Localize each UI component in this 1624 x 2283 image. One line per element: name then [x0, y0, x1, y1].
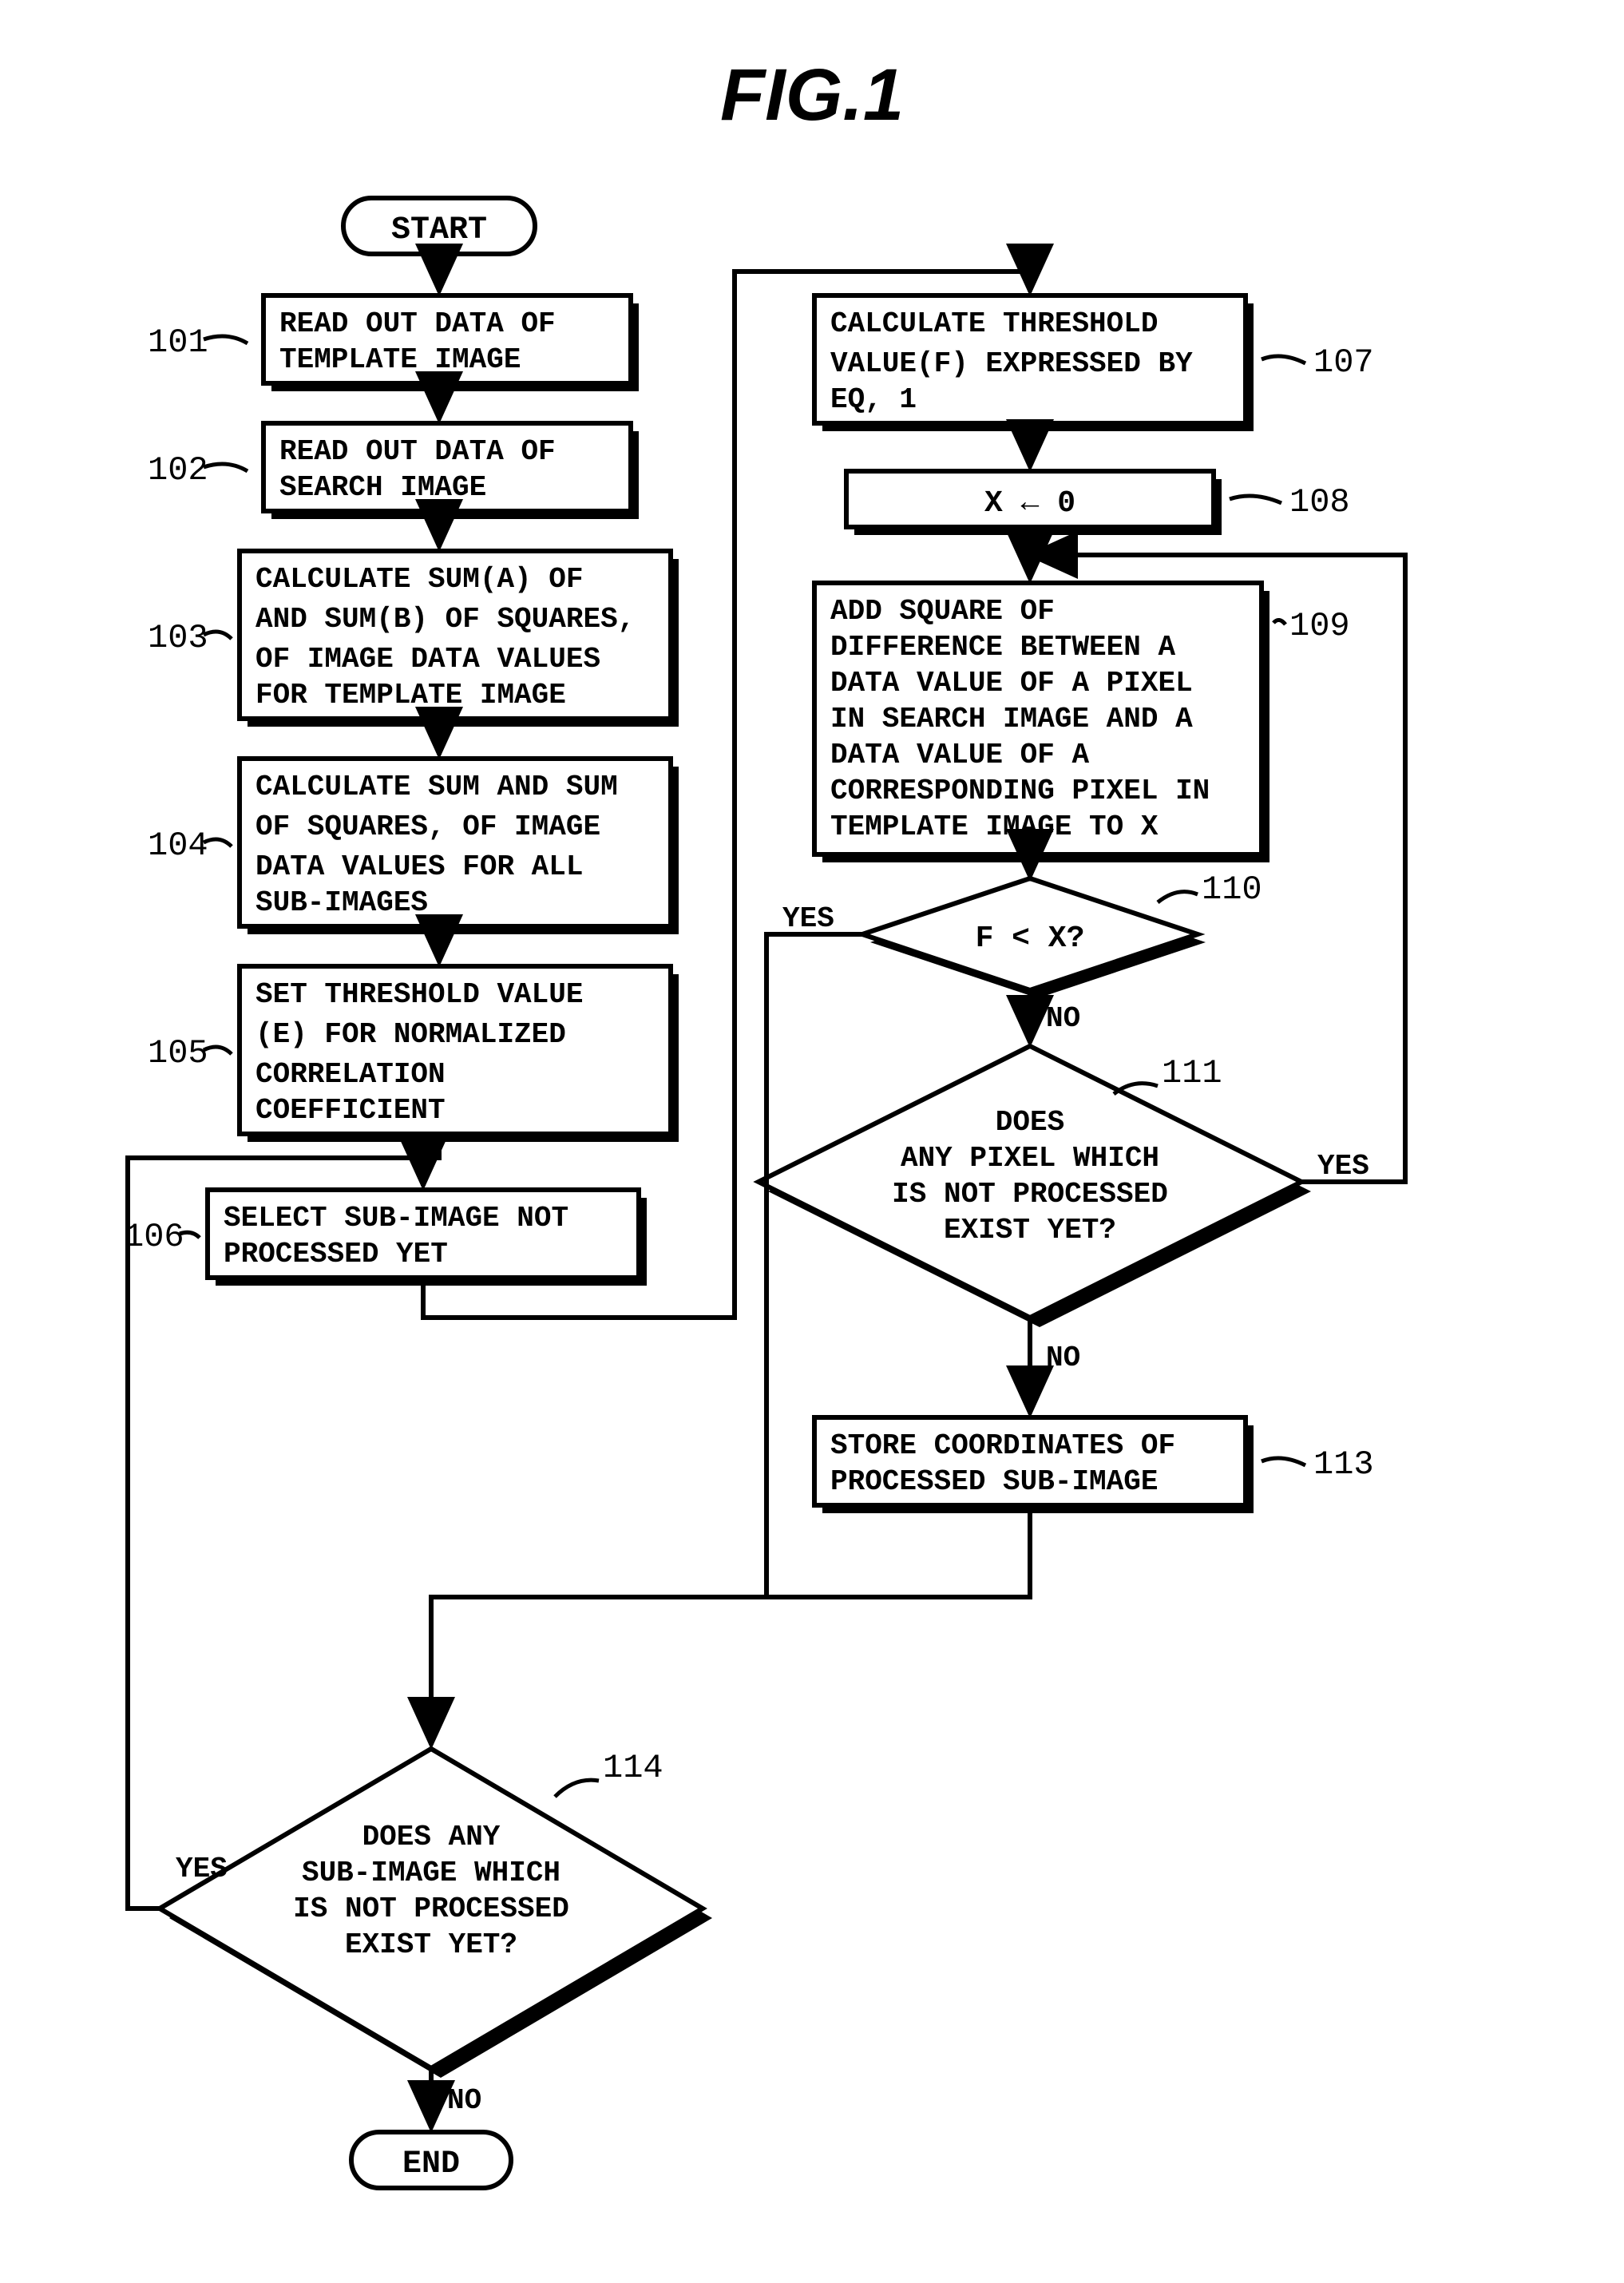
decision-diamond-114: DOES ANY SUB-IMAGE WHICH IS NOT PROCESSE…: [160, 1749, 712, 2078]
edge-113-merge: [431, 1505, 1030, 1745]
process-box-109: ADD SQUARE OF DIFFERENCE BETWEEN A DATA …: [814, 583, 1269, 862]
svg-text:SET THRESHOLD VALUE: SET THRESHOLD VALUE: [255, 978, 583, 1011]
process-box-103: CALCULATE SUM(A) OF AND SUM(B) OF SQUARE…: [240, 551, 679, 727]
svg-text:OF SQUARES, OF IMAGE: OF SQUARES, OF IMAGE: [255, 811, 600, 843]
svg-text:X ← 0: X ← 0: [984, 486, 1075, 521]
svg-text:END: END: [402, 2146, 460, 2182]
process-box-101: READ OUT DATA OF TEMPLATE IMAGE: [263, 295, 639, 391]
ref-label-103: 103: [148, 619, 208, 657]
svg-text:DATA VALUE OF A PIXEL: DATA VALUE OF A PIXEL: [830, 667, 1193, 700]
svg-text:TEMPLATE IMAGE: TEMPLATE IMAGE: [279, 343, 521, 376]
ref-label-111: 111: [1162, 1054, 1222, 1092]
process-box-106: SELECT SUB-IMAGE NOT PROCESSED YET: [208, 1190, 647, 1286]
label-yes-111: YES: [1317, 1150, 1369, 1183]
process-box-105: SET THRESHOLD VALUE (E) FOR NORMALIZED C…: [240, 966, 679, 1142]
svg-text:SEARCH IMAGE: SEARCH IMAGE: [279, 471, 486, 504]
svg-text:EXIST YET?: EXIST YET?: [345, 1928, 517, 1961]
label-no-110: NO: [1046, 1002, 1080, 1035]
svg-text:DATA VALUE OF A: DATA VALUE OF A: [830, 739, 1089, 771]
svg-text:ANY PIXEL WHICH: ANY PIXEL WHICH: [901, 1142, 1159, 1175]
svg-text:CALCULATE THRESHOLD: CALCULATE THRESHOLD: [830, 307, 1158, 340]
process-box-102: READ OUT DATA OF SEARCH IMAGE: [263, 423, 639, 519]
svg-text:SUB-IMAGES: SUB-IMAGES: [255, 886, 428, 919]
terminal-start: START: [343, 198, 535, 254]
svg-text:CORRESPONDING PIXEL IN: CORRESPONDING PIXEL IN: [830, 775, 1210, 807]
svg-text:CORRELATION: CORRELATION: [255, 1058, 446, 1091]
label-yes-114: YES: [176, 1853, 228, 1885]
svg-text:PROCESSED YET: PROCESSED YET: [224, 1238, 448, 1270]
label-no-114: NO: [447, 2084, 481, 2117]
svg-text:VALUE(F) EXPRESSED BY: VALUE(F) EXPRESSED BY: [830, 347, 1193, 380]
ref-label-102: 102: [148, 451, 208, 489]
svg-text:AND SUM(B) OF SQUARES,: AND SUM(B) OF SQUARES,: [255, 603, 635, 636]
process-box-107: CALCULATE THRESHOLD VALUE(F) EXPRESSED B…: [814, 295, 1254, 431]
svg-text:EQ, 1: EQ, 1: [830, 383, 917, 416]
svg-text:IN SEARCH IMAGE AND A: IN SEARCH IMAGE AND A: [830, 703, 1193, 735]
ref-label-106: 106: [124, 1218, 184, 1256]
decision-diamond-111: DOES ANY PIXEL WHICH IS NOT PROCESSED EX…: [759, 1046, 1311, 1327]
process-box-104: CALCULATE SUM AND SUM OF SQUARES, OF IMA…: [240, 759, 679, 934]
svg-text:TEMPLATE IMAGE TO X: TEMPLATE IMAGE TO X: [830, 811, 1159, 843]
flowchart-svg: FIG.1 START READ OUT DATA OF TEMPLATE IM…: [0, 0, 1624, 2283]
ref-label-109: 109: [1289, 607, 1350, 645]
ref-label-110: 110: [1202, 870, 1262, 909]
svg-text:FOR TEMPLATE IMAGE: FOR TEMPLATE IMAGE: [255, 679, 566, 711]
svg-text:DATA VALUES FOR ALL: DATA VALUES FOR ALL: [255, 850, 583, 883]
decision-diamond-110: F < X?: [862, 878, 1206, 998]
svg-text:CALCULATE SUM(A) OF: CALCULATE SUM(A) OF: [255, 563, 583, 596]
figure-title: FIG.1: [720, 54, 904, 136]
ref-label-107: 107: [1313, 343, 1374, 382]
svg-text:IS NOT PROCESSED: IS NOT PROCESSED: [892, 1178, 1168, 1211]
svg-text:F < X?: F < X?: [976, 922, 1085, 956]
svg-text:PROCESSED SUB-IMAGE: PROCESSED SUB-IMAGE: [830, 1465, 1158, 1498]
svg-text:OF IMAGE DATA VALUES: OF IMAGE DATA VALUES: [255, 643, 600, 676]
svg-text:(E) FOR NORMALIZED: (E) FOR NORMALIZED: [255, 1018, 566, 1051]
ref-label-104: 104: [148, 826, 208, 865]
svg-text:ADD SQUARE OF: ADD SQUARE OF: [830, 595, 1055, 628]
ref-label-105: 105: [148, 1034, 208, 1072]
terminal-end: END: [351, 2132, 511, 2188]
ref-label-114: 114: [603, 1749, 663, 1787]
process-box-113: STORE COORDINATES OF PROCESSED SUB-IMAGE: [814, 1417, 1254, 1513]
svg-text:IS NOT PROCESSED: IS NOT PROCESSED: [293, 1893, 569, 1925]
svg-text:EXIST YET?: EXIST YET?: [944, 1214, 1116, 1247]
ref-label-113: 113: [1313, 1445, 1374, 1484]
svg-text:DIFFERENCE BETWEEN A: DIFFERENCE BETWEEN A: [830, 631, 1175, 664]
svg-text:CALCULATE SUM AND SUM: CALCULATE SUM AND SUM: [255, 771, 618, 803]
label-no-111: NO: [1046, 1342, 1080, 1374]
svg-text:READ OUT DATA OF: READ OUT DATA OF: [279, 435, 556, 468]
ref-label-101: 101: [148, 323, 208, 362]
svg-text:COEFFICIENT: COEFFICIENT: [255, 1094, 446, 1127]
svg-text:STORE COORDINATES OF: STORE COORDINATES OF: [830, 1429, 1175, 1462]
svg-text:START: START: [391, 212, 487, 248]
svg-text:SELECT SUB-IMAGE NOT: SELECT SUB-IMAGE NOT: [224, 1202, 568, 1235]
svg-text:READ OUT DATA OF: READ OUT DATA OF: [279, 307, 556, 340]
process-box-108: X ← 0: [846, 471, 1222, 535]
ref-label-108: 108: [1289, 483, 1350, 521]
svg-text:DOES ANY: DOES ANY: [362, 1821, 501, 1853]
svg-text:DOES: DOES: [996, 1106, 1064, 1139]
svg-text:SUB-IMAGE WHICH: SUB-IMAGE WHICH: [302, 1857, 560, 1889]
label-yes-110: YES: [782, 902, 834, 935]
